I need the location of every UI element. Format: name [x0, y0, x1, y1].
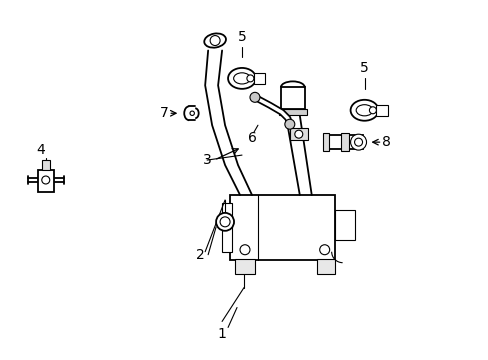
Bar [278, 109, 306, 115]
Circle shape [41, 176, 50, 184]
Bar [41, 160, 50, 170]
Ellipse shape [350, 100, 378, 121]
Text: 6: 6 [247, 131, 256, 145]
Circle shape [220, 217, 229, 227]
Bar [376, 105, 387, 116]
Bar [38, 170, 54, 192]
Text: 2: 2 [195, 248, 204, 262]
Text: 8: 8 [381, 135, 390, 149]
Circle shape [246, 75, 253, 82]
Bar [235, 259, 254, 274]
Bar [316, 259, 334, 274]
Bar [253, 73, 264, 84]
Ellipse shape [204, 33, 225, 48]
Circle shape [249, 92, 260, 102]
Circle shape [354, 138, 362, 146]
Circle shape [240, 245, 249, 255]
Circle shape [285, 119, 294, 129]
Circle shape [190, 111, 194, 116]
Circle shape [350, 134, 366, 150]
Bar [222, 203, 232, 252]
Circle shape [294, 130, 302, 138]
Bar [289, 128, 307, 140]
Bar [334, 210, 354, 240]
Text: 3: 3 [203, 153, 211, 167]
Text: 5: 5 [237, 30, 246, 44]
Bar [229, 195, 334, 260]
Text: 7: 7 [160, 106, 168, 120]
Bar [322, 133, 328, 151]
Bar [280, 87, 304, 109]
Ellipse shape [227, 68, 255, 89]
Circle shape [210, 36, 220, 45]
Text: 4: 4 [36, 143, 45, 157]
Text: 1: 1 [217, 327, 226, 341]
Circle shape [216, 213, 234, 231]
Circle shape [319, 245, 329, 255]
Bar [326, 135, 362, 149]
Text: 5: 5 [360, 62, 368, 76]
Circle shape [368, 107, 376, 114]
Bar [340, 133, 348, 151]
